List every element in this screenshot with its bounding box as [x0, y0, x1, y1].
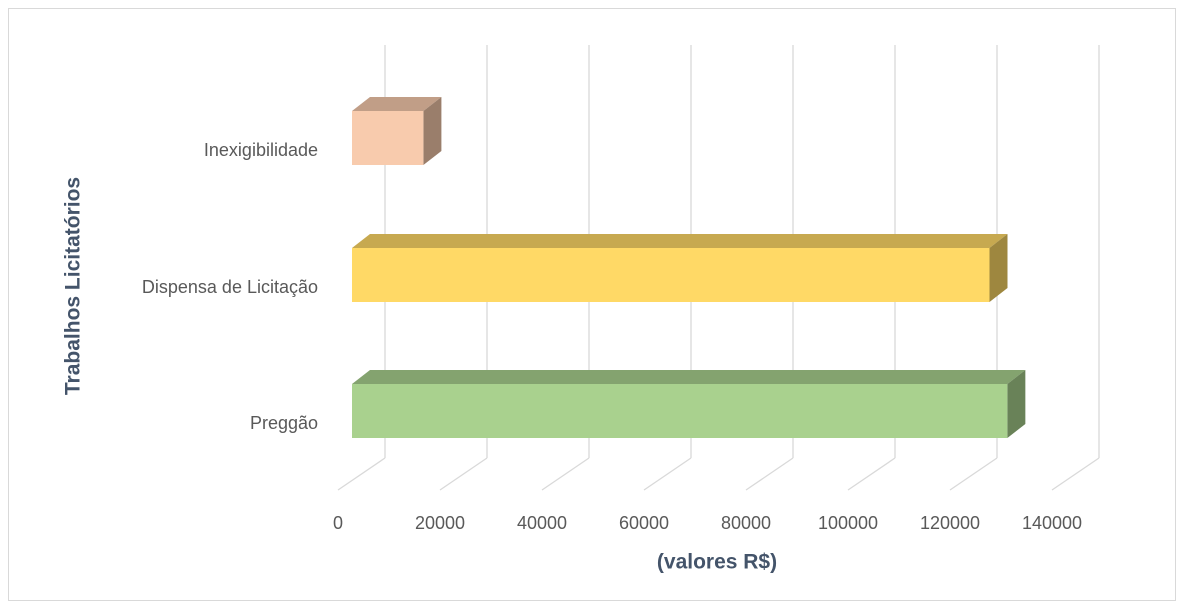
- y-tick-label: Inexigibilidade: [204, 140, 318, 160]
- floor-line: [541, 457, 590, 491]
- x-tick-label: 40000: [517, 513, 567, 533]
- y-tick-label: Dispensa de Licitação: [142, 277, 318, 297]
- floor-line: [643, 457, 692, 491]
- x-tick-label: 140000: [1022, 513, 1082, 533]
- y-axis-title: Trabalhos Licitatórios: [62, 177, 85, 395]
- bar-side: [1007, 370, 1026, 438]
- x-tick-label: 60000: [619, 513, 669, 533]
- x-tick-label: 0: [333, 513, 343, 533]
- floor-line: [337, 457, 386, 491]
- x-tick-label: 120000: [920, 513, 980, 533]
- chart-frame: [8, 8, 1176, 601]
- x-tick-label: 20000: [415, 513, 465, 533]
- floor-line: [847, 457, 896, 491]
- floor-line: [745, 457, 794, 491]
- y-tick-label: Preggão: [250, 413, 318, 433]
- floor-line: [439, 457, 488, 491]
- bar: [352, 384, 1008, 438]
- x-tick-label: 100000: [818, 513, 878, 533]
- bar-top: [352, 234, 1008, 248]
- bar-side: [989, 234, 1008, 302]
- floor-line: [1051, 457, 1100, 491]
- bar-top: [352, 97, 442, 111]
- bar: [352, 111, 424, 165]
- floor-line: [949, 457, 998, 491]
- bar-side: [423, 97, 442, 165]
- x-tick-label: 80000: [721, 513, 771, 533]
- x-axis-title: (valores R$): [657, 551, 777, 574]
- bar: [352, 248, 990, 302]
- bar-top: [352, 370, 1026, 384]
